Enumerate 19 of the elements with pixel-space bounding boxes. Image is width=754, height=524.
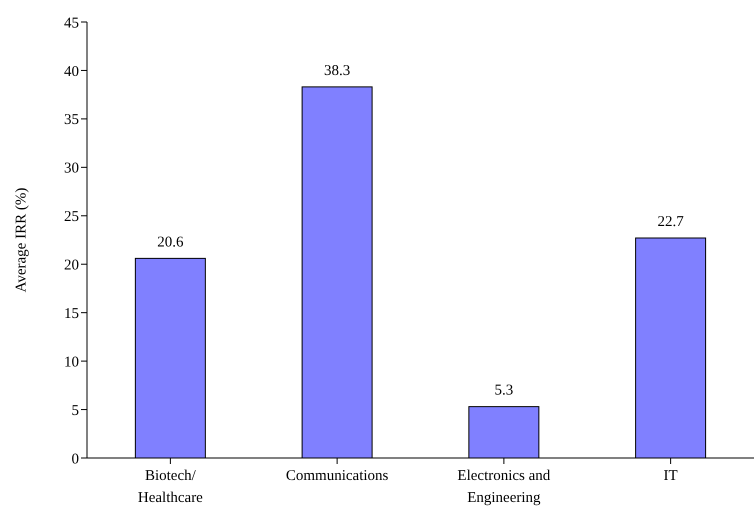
y-tick-label: 5 [72, 402, 79, 419]
y-tick-label: 10 [64, 354, 79, 370]
y-tick-label: 40 [64, 64, 79, 80]
y-tick-label: 0 [72, 451, 79, 468]
y-tick-label: 35 [64, 112, 79, 128]
x-tick-label: Electronics and Engineering [457, 468, 551, 506]
data-label: 5.3 [494, 382, 514, 399]
y-tick-label: 45 [64, 15, 79, 32]
data-label: 20.6 [157, 234, 184, 250]
data-label: 22.7 [657, 214, 684, 230]
x-tick-label: Communications [286, 468, 389, 484]
x-tick-label: Biotech/Healthcare [138, 468, 204, 506]
y-tick-label: 25 [64, 209, 79, 226]
y-tick-label: 20 [64, 258, 79, 274]
y-tick-label: 30 [64, 160, 79, 177]
y-tick-label: 15 [64, 306, 79, 322]
y-axis-title: Average IRR (%) [13, 188, 30, 292]
x-tick-label: IT [664, 468, 678, 484]
data-label: 38.3 [324, 62, 350, 79]
